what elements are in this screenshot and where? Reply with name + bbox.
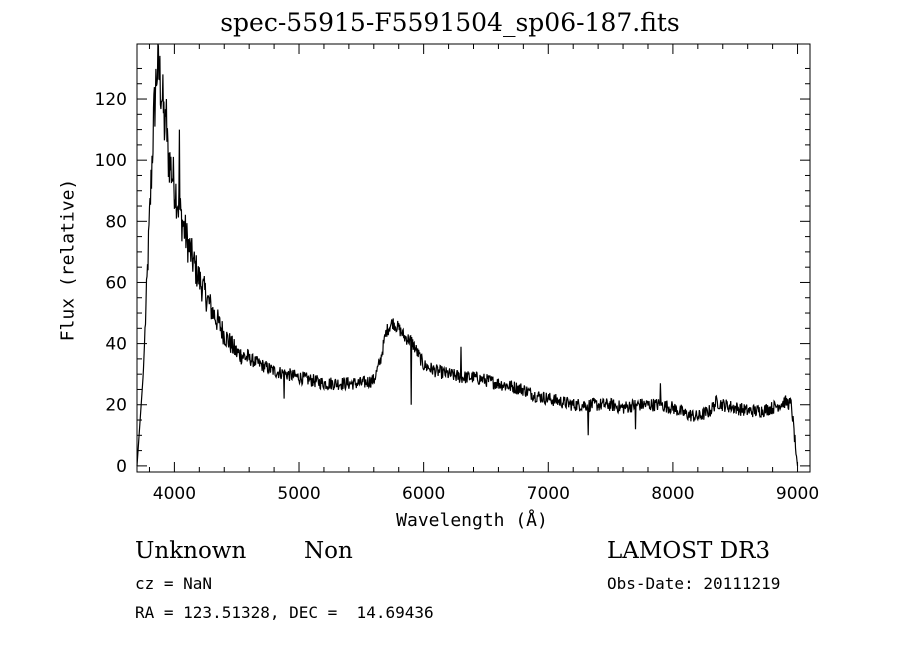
x-tick-label: 5000 <box>277 484 320 504</box>
y-tick-label: 100 <box>95 151 127 171</box>
observation-date: Obs-Date: 20111219 <box>607 574 781 593</box>
object-subclass: Non <box>304 538 353 564</box>
coordinates-text: RA = 123.51328, DEC = 14.69436 <box>135 603 434 622</box>
y-tick-label: 80 <box>105 212 127 232</box>
redshift-text: cz = NaN <box>135 574 213 593</box>
survey-name: LAMOST DR3 <box>607 538 771 564</box>
chart-title: spec-55915-F5591504_sp06-187.fits <box>220 8 680 37</box>
x-tick-label: 9000 <box>776 484 819 504</box>
x-tick-label: 4000 <box>153 484 196 504</box>
y-tick-label: 40 <box>105 335 127 355</box>
y-tick-label: 120 <box>95 90 127 110</box>
tick-labels: 4000 5000 6000 7000 8000 9000 0 20 40 60 80 100 120 <box>95 90 820 504</box>
x-axis-label: Wavelength (Å) <box>396 510 548 531</box>
y-axis-label: Flux (relative) <box>57 178 79 342</box>
y-tick-label: 0 <box>116 457 127 477</box>
axis-ticks <box>137 44 810 472</box>
object-class: Unknown <box>135 538 247 564</box>
x-tick-label: 6000 <box>402 484 445 504</box>
y-tick-label: 20 <box>105 396 127 416</box>
x-tick-label: 8000 <box>651 484 694 504</box>
spectrum-line <box>136 43 799 466</box>
y-tick-label: 60 <box>105 273 127 293</box>
x-tick-label: 7000 <box>527 484 570 504</box>
